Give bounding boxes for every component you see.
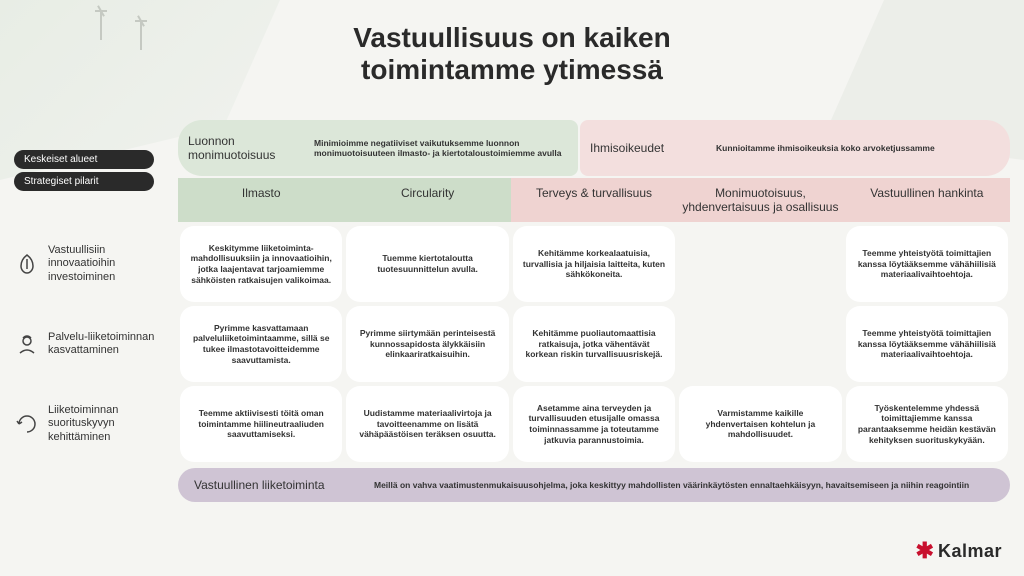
matrix-cell: Pyrimme kasvattamaan palveluliiketoimint… [180, 306, 342, 382]
column-header: Ilmasto [178, 178, 344, 222]
matrix-cell: Kehitämme korkealaatuisia, turvallisia j… [513, 226, 675, 302]
band-biodiversity: Luonnon monimuotoisuus Minimioimme negat… [178, 120, 578, 176]
footer-band: Vastuullinen liiketoiminta Meillä on vah… [178, 468, 1010, 502]
logo-text: Kalmar [938, 541, 1002, 562]
grid-body: Vastuullisiin innovaatioihin investoimin… [14, 222, 1010, 462]
row-title: Liiketoiminnan suorituskyvyn kehittämine… [48, 404, 172, 444]
brand-logo: ✱ Kalmar [916, 538, 1002, 564]
matrix-row: Palvelu-liiketoiminnan kasvattaminen Pyri… [14, 306, 1010, 382]
row-label: Liiketoiminnan suorituskyvyn kehittämine… [14, 386, 178, 462]
matrix-cell: Asetamme aina terveyden ja turvallisuude… [513, 386, 675, 462]
row-title: Vastuullisiin innovaatioihin investoimin… [48, 244, 172, 284]
matrix: Luonnon monimuotoisuus Minimioimme negat… [14, 120, 1010, 502]
band-biodiversity-label: Luonnon monimuotoisuus [188, 134, 308, 162]
column-header: Terveys & turvallisuus [511, 178, 677, 222]
matrix-cell: Keskitymme liiketoiminta-mahdollisuuksii… [180, 226, 342, 302]
matrix-cell [679, 226, 841, 302]
page-title: Vastuullisuus on kaiken toimintamme ytim… [0, 22, 1024, 86]
footer-label: Vastuullinen liiketoiminta [194, 478, 374, 492]
logo-mark-icon: ✱ [916, 538, 934, 564]
cycle-icon [14, 411, 40, 437]
band-humanrights: Ihmisoikeudet Kunnioitamme ihmisoikeuksi… [580, 120, 1010, 176]
column-header: Circularity [344, 178, 510, 222]
band-biodiversity-desc: Minimioimme negatiiviset vaikutuksemme l… [308, 138, 568, 158]
matrix-cell: Teemme yhteistyötä toimittajien kanssa l… [846, 226, 1008, 302]
row-label: Vastuullisiin innovaatioihin investoimin… [14, 226, 178, 302]
band-humanrights-desc: Kunnioitamme ihmisoikeuksia koko arvoket… [710, 143, 941, 153]
matrix-row: Vastuullisiin innovaatioihin investoimin… [14, 226, 1010, 302]
column-headers: IlmastoCircularityTerveys & turvallisuus… [14, 178, 1010, 222]
footer-desc: Meillä on vahva vaatimustenmukaisuusohje… [374, 480, 969, 491]
matrix-cell: Varmistamme kaikille yhdenvertaisen koht… [679, 386, 841, 462]
matrix-cell: Teemme yhteistyötä toimittajien kanssa l… [846, 306, 1008, 382]
matrix-cell [679, 306, 841, 382]
matrix-cell: Uudistamme materiaalivirtoja ja tavoitte… [346, 386, 508, 462]
top-band-row: Luonnon monimuotoisuus Minimioimme negat… [178, 120, 1010, 176]
column-header: Vastuullinen hankinta [844, 178, 1010, 222]
leaf-icon [14, 251, 40, 277]
matrix-cell: Kehitämme puoliautomaattisia ratkaisuja,… [513, 306, 675, 382]
col-spacer [14, 178, 178, 222]
title-line1: Vastuullisuus on kaiken [353, 22, 670, 53]
matrix-cell: Teemme aktiivisesti töitä oman toimintam… [180, 386, 342, 462]
matrix-cell: Pyrimme siirtymään perinteisestä kunnoss… [346, 306, 508, 382]
worker-icon [14, 331, 40, 357]
matrix-cell: Työskentelemme yhdessä toimittajiemme ka… [846, 386, 1008, 462]
matrix-row: Liiketoiminnan suorituskyvyn kehittämine… [14, 386, 1010, 462]
column-header: Monimuotoisuus, yhdenvertaisuus ja osall… [677, 178, 843, 222]
row-title: Palvelu-liiketoiminnan kasvattaminen [48, 331, 172, 357]
title-line2: toimintamme ytimessä [361, 54, 663, 85]
row-label: Palvelu-liiketoiminnan kasvattaminen [14, 306, 178, 382]
band-humanrights-label: Ihmisoikeudet [590, 141, 710, 155]
matrix-cell: Tuemme kiertotaloutta tuotesuunnittelun … [346, 226, 508, 302]
